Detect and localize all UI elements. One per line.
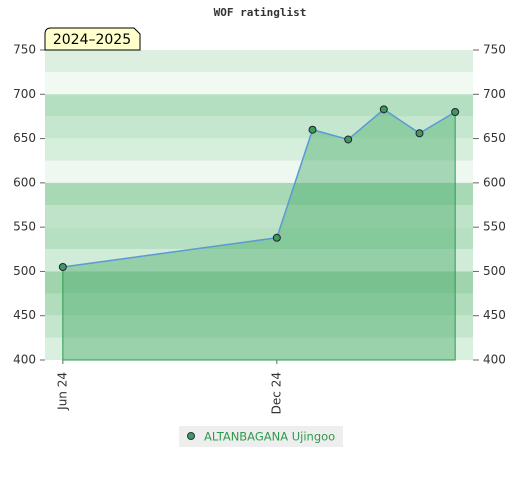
y-tick-label: 700 — [13, 87, 36, 101]
y2-tick-label: 400 — [483, 353, 506, 367]
y-tick-label: 650 — [13, 131, 36, 145]
point — [379, 105, 388, 114]
y2-tick-label: 650 — [483, 131, 506, 145]
legend-marker — [187, 432, 195, 440]
y-tick-label: 600 — [13, 175, 36, 189]
grid-band — [45, 116, 473, 139]
grid-band — [45, 160, 473, 183]
y-tick-label: 450 — [13, 308, 36, 322]
grid-band — [45, 293, 473, 316]
y2-tick-label: 750 — [483, 43, 506, 57]
legend-label: ALTANBAGANA Ujingoo — [204, 430, 335, 444]
y-tick-label: 550 — [13, 220, 36, 234]
grid-band — [45, 94, 473, 117]
plot-area: 400 400 450 450 500 500 550 550 600 600 650 650 700 7… — [13, 43, 506, 415]
point — [344, 135, 353, 144]
y2-tick-label: 450 — [483, 308, 506, 322]
point — [272, 233, 281, 242]
y-tick-label: 500 — [13, 264, 36, 278]
x-tick-label: Jun 24 — [55, 372, 69, 411]
grid-band — [45, 182, 473, 205]
point — [415, 129, 424, 138]
annotation-box — [44, 27, 141, 51]
chart-title: WOF ratinglist — [214, 6, 307, 19]
y-tick-label: 400 — [13, 353, 36, 367]
y-tick-label: 750 — [13, 43, 36, 57]
x-tick-label: Dec 24 — [269, 372, 283, 414]
legend-box — [179, 426, 343, 447]
grid-band — [45, 271, 473, 294]
grid-band — [45, 72, 473, 95]
point — [308, 125, 317, 134]
y2-tick-label: 550 — [483, 220, 506, 234]
grid-band — [45, 337, 473, 360]
y2-tick-label: 500 — [483, 264, 506, 278]
grid-band — [45, 138, 473, 161]
grid-band — [45, 205, 473, 228]
y2-tick-label: 700 — [483, 87, 506, 101]
point — [58, 263, 67, 271]
grid-band — [45, 315, 473, 338]
annotation: 2024–2025 — [53, 32, 131, 48]
point — [451, 108, 460, 116]
y2-tick-label: 600 — [483, 175, 506, 189]
grid-band — [45, 227, 473, 250]
grid-band — [45, 50, 473, 73]
